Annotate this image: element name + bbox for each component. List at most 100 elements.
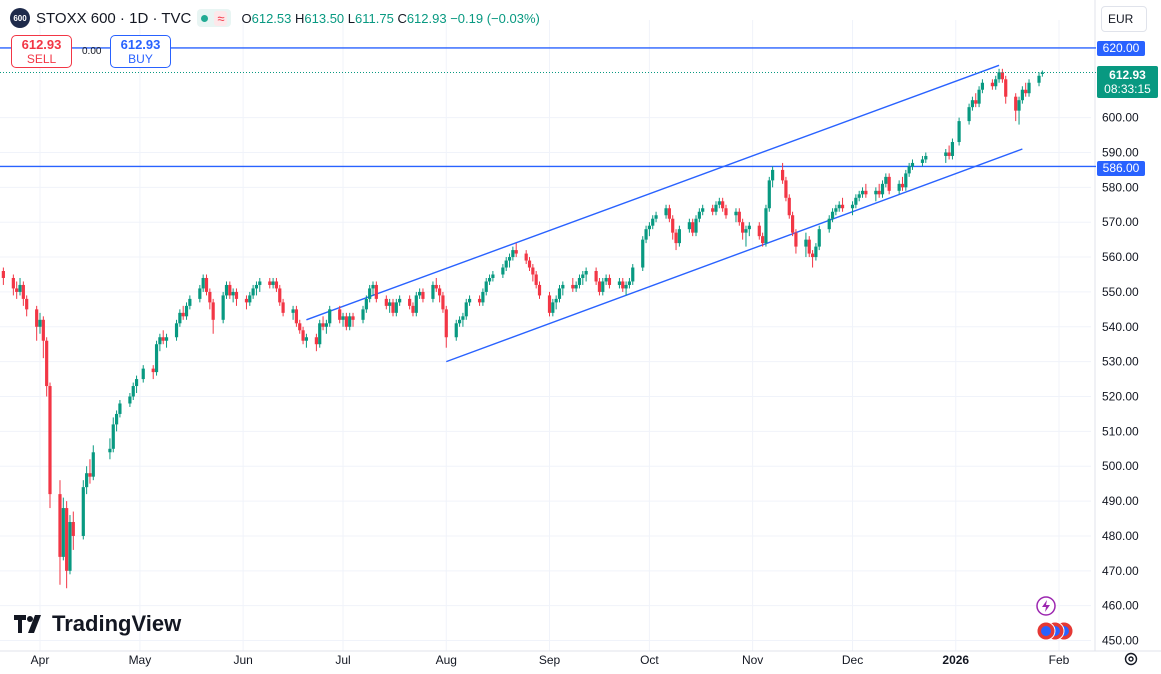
candle <box>88 459 92 484</box>
candle-body <box>1024 89 1028 94</box>
candle <box>997 68 1001 83</box>
candle <box>527 257 532 272</box>
candle <box>411 302 415 317</box>
candle <box>174 319 179 341</box>
candle <box>547 291 552 317</box>
candle <box>714 201 718 216</box>
candle-body <box>761 236 765 244</box>
candle-body <box>344 316 348 327</box>
symbol-title[interactable]: STOXX 600 · 1D · TVC <box>36 9 192 27</box>
candle <box>181 305 185 320</box>
candle-body <box>438 288 442 296</box>
candle <box>920 155 925 167</box>
candle <box>158 333 162 352</box>
candle <box>990 79 994 90</box>
candle-body <box>970 100 975 108</box>
candle <box>840 197 845 212</box>
candle <box>178 309 182 327</box>
candle-body <box>524 253 528 261</box>
candle <box>864 183 868 198</box>
candle <box>950 138 955 160</box>
candle-body <box>244 298 249 303</box>
candle-body <box>724 208 728 216</box>
candle <box>810 250 815 268</box>
candle-body <box>534 274 538 285</box>
candle-body <box>291 309 295 313</box>
market-status[interactable]: ≈ <box>197 9 232 27</box>
sell-button[interactable]: 612.93 SELL <box>11 35 72 68</box>
candle-body <box>880 183 885 195</box>
buy-button[interactable]: 612.93 BUY <box>110 35 171 68</box>
candle-body <box>164 337 169 341</box>
candle <box>441 291 445 313</box>
candle <box>764 204 768 247</box>
candle-body <box>807 239 811 254</box>
candle-body <box>304 337 309 341</box>
candle <box>467 295 472 306</box>
candle <box>268 277 272 289</box>
candle <box>557 284 562 303</box>
candle <box>408 295 412 310</box>
candle-body <box>111 424 115 449</box>
candle-body <box>15 288 19 292</box>
event-icons[interactable] <box>1034 621 1076 641</box>
candle <box>258 277 262 292</box>
candle-body <box>817 229 821 247</box>
candle <box>747 222 751 237</box>
candle-body <box>787 197 791 216</box>
candle <box>900 176 905 191</box>
candle <box>464 298 468 320</box>
candle-body <box>711 208 715 212</box>
candle <box>691 218 695 237</box>
candle <box>128 393 132 407</box>
candle-body <box>994 79 998 87</box>
candle-body <box>208 291 212 303</box>
candle-body <box>371 284 375 289</box>
candle-body <box>721 201 725 209</box>
candle-body <box>904 173 908 188</box>
y-tick-label: 590.00 <box>1102 145 1139 159</box>
y-tick-label: 450.00 <box>1102 634 1139 648</box>
candle-body <box>1040 72 1044 74</box>
candle <box>1000 68 1004 83</box>
candle <box>221 291 225 324</box>
low-value: 611.75 <box>355 10 394 26</box>
candle-body <box>248 295 252 303</box>
candle-body <box>361 309 365 320</box>
candle-body <box>1027 82 1031 94</box>
candle-body <box>990 82 994 87</box>
candle-body <box>647 225 652 230</box>
candle <box>321 316 325 331</box>
candle-body <box>11 277 15 289</box>
candle-body <box>368 288 372 299</box>
candle <box>830 208 835 223</box>
candle-body <box>717 201 721 205</box>
candle-body <box>154 344 159 373</box>
candle-body <box>408 298 412 306</box>
candle-body <box>174 323 179 338</box>
currency-select[interactable]: EUR <box>1101 6 1147 32</box>
candle-body <box>351 316 355 320</box>
candle-body <box>328 309 332 324</box>
candle-body <box>631 267 635 282</box>
candle-body <box>81 487 85 536</box>
candle-body <box>45 340 49 387</box>
candle <box>694 215 698 237</box>
tradingview-logo[interactable]: TradingView <box>14 611 181 637</box>
candle-body <box>1037 75 1041 83</box>
candle <box>624 281 628 296</box>
candle <box>514 243 518 258</box>
resistance-price-tag: 620.00 <box>1097 41 1145 56</box>
x-tick-label: Jul <box>335 653 350 667</box>
candle-body <box>391 302 395 313</box>
candle-body <box>764 208 768 244</box>
lightning-icon[interactable] <box>1036 596 1056 616</box>
candle <box>970 96 975 111</box>
candle <box>924 152 928 163</box>
tradingview-logo-icon <box>14 615 41 633</box>
candle-body <box>324 323 328 327</box>
candle <box>511 246 515 261</box>
settings-gear-icon[interactable] <box>1123 651 1139 667</box>
candle-body <box>251 288 255 296</box>
